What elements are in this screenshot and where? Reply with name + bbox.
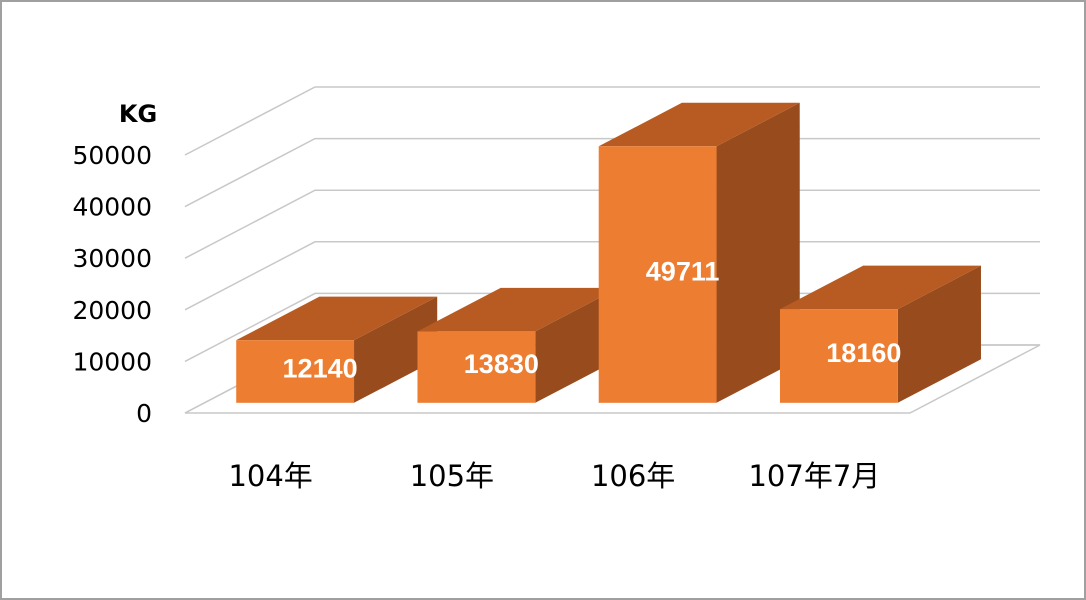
bar <box>779 309 898 403</box>
y-tick-label: 40000 <box>72 193 152 222</box>
x-tick-label: 107年7月 <box>748 459 880 493</box>
y-tick-label: 20000 <box>72 296 152 325</box>
bar-top <box>417 287 619 332</box>
bar <box>417 331 536 403</box>
value-label: 12140 <box>283 354 358 384</box>
x-tick-label: 105年 <box>410 459 494 493</box>
grid-line <box>184 86 1040 156</box>
y-tick-label: 50000 <box>72 141 152 170</box>
y-tick-label: 30000 <box>72 244 152 273</box>
y-tick-label: 10000 <box>72 347 152 376</box>
bar <box>598 146 717 403</box>
y-tick-label: 0 <box>136 399 152 428</box>
x-tick-label: 106年 <box>591 459 675 493</box>
value-label: 49711 <box>646 257 720 287</box>
value-label: 13830 <box>464 349 539 379</box>
bar-side <box>535 287 619 403</box>
bar <box>236 340 355 403</box>
x-tick-label: 104年 <box>228 459 312 493</box>
y-axis-label: KG <box>119 100 157 128</box>
bar-side <box>897 265 981 403</box>
bar-side <box>354 296 438 403</box>
bar-top <box>598 102 800 147</box>
bar-top <box>779 265 981 310</box>
bar-side <box>716 102 800 403</box>
bar-top <box>236 296 438 341</box>
value-label: 18160 <box>826 338 901 368</box>
